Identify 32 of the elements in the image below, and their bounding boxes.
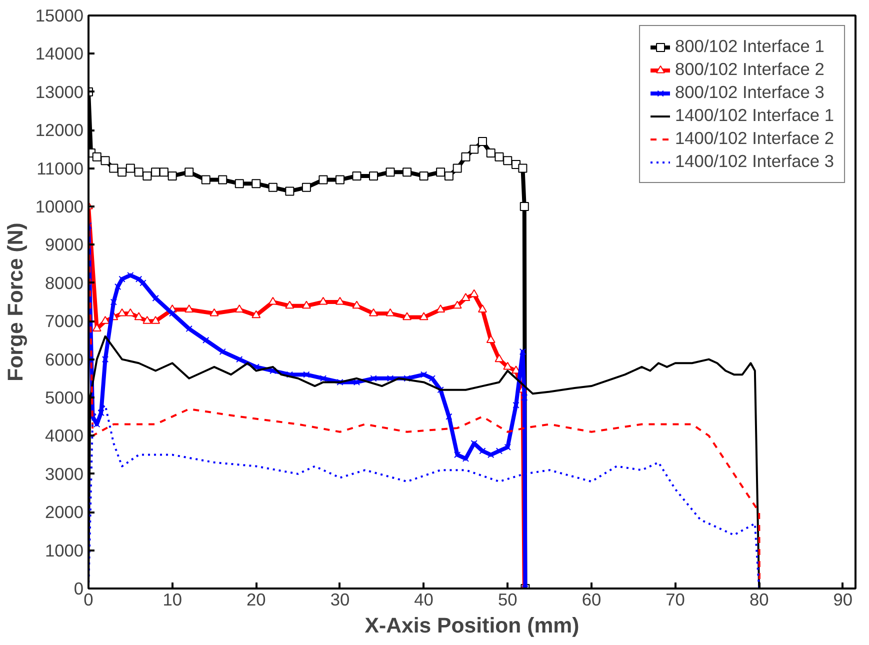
x-axis-title: X-Axis Position (mm) (364, 614, 580, 638)
y-tick-label: 14000 (35, 44, 84, 64)
y-tick-label: 11000 (36, 158, 84, 178)
legend-label: 800/102 Interface 1 (675, 36, 824, 57)
y-tick-label: 7000 (44, 311, 84, 332)
y-tick-label: 9000 (44, 234, 84, 255)
legend-label: 800/102 Interface 3 (675, 82, 824, 103)
legend-label: 1400/102 Interface 2 (675, 128, 834, 149)
y-axis-title: Forge Force (N) (3, 222, 28, 382)
legend-label: 1400/102 Interface 3 (675, 151, 834, 172)
y-tick-label: 12000 (35, 120, 84, 140)
x-tick-label: 50 (498, 590, 518, 610)
y-tick-label: 10000 (35, 196, 84, 216)
y-tick-label: 6000 (44, 349, 84, 370)
y-tick-label: 8000 (44, 272, 84, 293)
x-tick-label: 30 (330, 590, 350, 610)
x-tick-label: 80 (749, 590, 769, 610)
x-tick-label: 70 (666, 590, 685, 610)
y-tick-label: 4000 (44, 426, 84, 446)
x-tick-label: 40 (414, 590, 434, 610)
y-tick-label: 1000 (44, 540, 84, 560)
y-tick-label: 2000 (44, 502, 84, 522)
x-tick-label: 10 (162, 590, 182, 610)
x-tick-label: 90 (833, 590, 853, 610)
legend-label: 1400/102 Interface 1 (675, 105, 834, 126)
x-tick-label: 60 (582, 590, 602, 610)
y-tick-label: 15000 (35, 6, 84, 26)
x-tick-label: 20 (246, 590, 266, 610)
legend-label: 800/102 Interface 2 (675, 59, 824, 80)
y-tick-label: 3000 (44, 464, 84, 484)
y-tick-label: 5000 (44, 388, 84, 408)
y-tick-label: 13000 (35, 82, 84, 102)
